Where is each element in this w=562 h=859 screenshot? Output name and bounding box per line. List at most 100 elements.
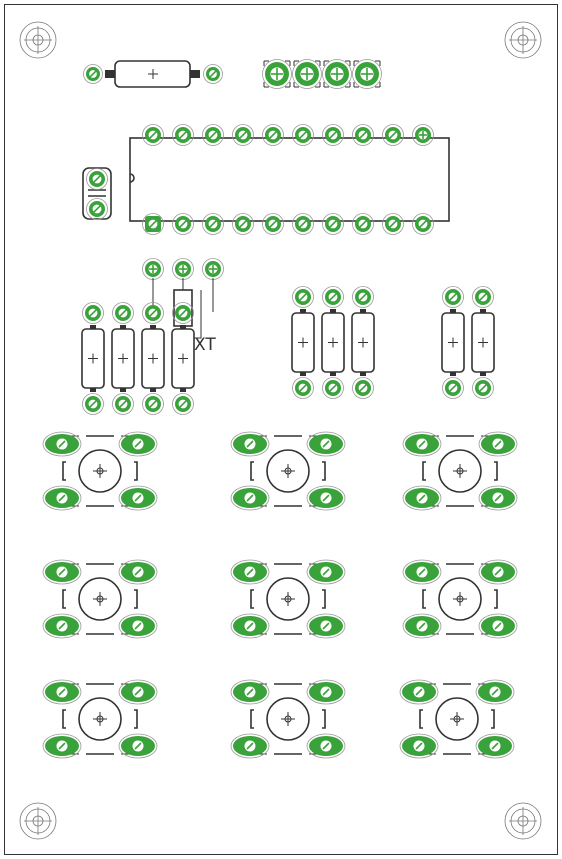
resistor-pad-top — [172, 302, 194, 324]
pad-ring — [292, 286, 314, 308]
resistor-pad-top — [82, 302, 104, 324]
resistor-pad-top — [322, 286, 344, 308]
pad-ring — [322, 124, 344, 146]
resistor-pad-top — [292, 286, 314, 308]
mounting-hole-1 — [19, 21, 57, 59]
crystal-pin-1 — [142, 258, 164, 280]
resistor-pad-top — [442, 286, 464, 308]
pad-ring — [230, 679, 270, 705]
pad-ring — [402, 431, 442, 457]
pin-header-4 — [262, 59, 382, 89]
pad-ring — [322, 213, 344, 235]
resistor-pad-bottom — [442, 377, 464, 399]
tactile-button-4 — [42, 559, 158, 639]
pad-ring — [399, 679, 439, 705]
button-pad-tl — [42, 559, 82, 585]
header-pad — [322, 59, 352, 89]
resistor-lead-bottom — [300, 371, 306, 376]
pad-ring — [42, 485, 82, 511]
pad-ring — [472, 286, 494, 308]
resistor-lead-right — [190, 70, 200, 78]
button-actuator — [266, 449, 310, 493]
pad-slash — [246, 688, 254, 696]
top-resistor — [83, 60, 223, 88]
pad-slash — [134, 440, 142, 448]
button-pad-bl — [42, 733, 82, 759]
ic-body — [129, 137, 450, 222]
resistor-pad-top — [112, 302, 134, 324]
header-pad — [262, 59, 292, 89]
pad-ring — [382, 124, 404, 146]
pad-slash — [134, 568, 142, 576]
dip-ic-20 — [129, 124, 450, 235]
button-bracket-left — [62, 461, 66, 481]
pad-ring — [202, 124, 224, 146]
pad-ring — [118, 559, 158, 585]
pad-ring — [306, 559, 346, 585]
resistor-lead-top — [90, 325, 96, 330]
button-pad-br — [478, 613, 518, 639]
pad-slash — [246, 622, 254, 630]
ic-pin-top-3 — [202, 124, 224, 146]
pad-ring — [472, 377, 494, 399]
pad-ring — [478, 431, 518, 457]
pad-ring — [172, 213, 194, 235]
pad-slash — [449, 293, 457, 301]
button-pad-tr — [306, 679, 346, 705]
pad-slash — [58, 440, 66, 448]
mounting-hole-outer — [504, 21, 542, 59]
tactile-button-9 — [399, 679, 515, 759]
pad-ring — [82, 302, 104, 324]
pad-slash — [179, 131, 187, 139]
pad-slash — [419, 220, 427, 228]
pad-ring — [42, 733, 82, 759]
resistor-group-b-2 — [321, 286, 345, 399]
pad-slash — [149, 220, 157, 228]
pad-ring — [352, 213, 374, 235]
button-pad-tr — [118, 679, 158, 705]
pad-ring — [412, 213, 434, 235]
button-pad-tr — [306, 431, 346, 457]
header-pin-1 — [262, 59, 292, 89]
button-bracket-right — [494, 461, 498, 481]
crystal-label: XT — [194, 335, 216, 355]
resistor-lead-top — [120, 325, 126, 330]
pad-ring — [475, 733, 515, 759]
pad-slash — [418, 622, 426, 630]
pad-slash — [179, 220, 187, 228]
pad-slash — [246, 440, 254, 448]
pad-slash — [89, 309, 97, 317]
pad-slash — [299, 384, 307, 392]
button-bracket-right — [494, 589, 498, 609]
pad-ring — [118, 613, 158, 639]
mounting-hole-4 — [504, 802, 542, 840]
ic-pin-bottom-2 — [172, 213, 194, 235]
pad-slash — [329, 220, 337, 228]
pad-ring — [172, 124, 194, 146]
header-pin-4 — [352, 59, 382, 89]
pad-ring — [112, 393, 134, 415]
button-pad-tl — [402, 431, 442, 457]
pad-slash — [329, 131, 337, 139]
resistor-lead-bottom — [450, 371, 456, 376]
resistor-array — [81, 286, 495, 415]
pad-ring — [86, 198, 108, 220]
resistor-lead-bottom — [360, 371, 366, 376]
button-bracket-right — [134, 461, 138, 481]
button-pad-tl — [399, 679, 439, 705]
pad-ring — [232, 213, 254, 235]
pad-ring — [118, 431, 158, 457]
pad-ring — [172, 393, 194, 415]
resistor-pad-right — [203, 64, 223, 84]
pad-ring — [142, 124, 164, 146]
pad-ring — [399, 733, 439, 759]
pad-slash — [134, 622, 142, 630]
pad-slash — [415, 688, 423, 696]
pad-slash — [89, 400, 97, 408]
mounting-holes — [19, 21, 542, 840]
pad-slash — [246, 742, 254, 750]
button-pad-bl — [230, 613, 270, 639]
resistor-pad-bottom — [82, 393, 104, 415]
capacitor-pad-1 — [86, 168, 108, 190]
pad-ring — [402, 613, 442, 639]
